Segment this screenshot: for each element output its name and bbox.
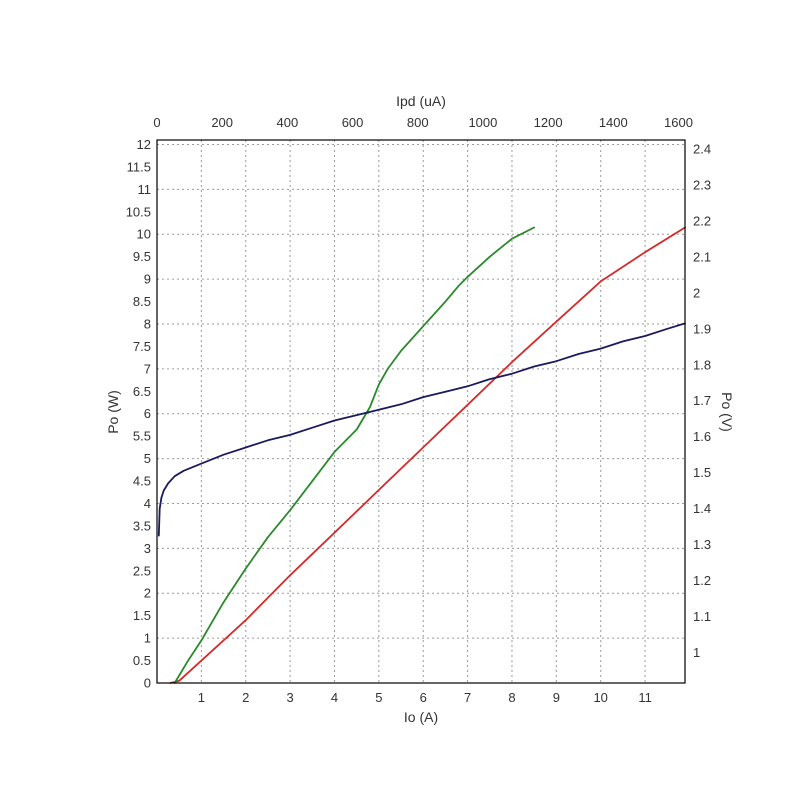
x-top-tick-label: 800	[407, 115, 429, 130]
y-left-tick-label: 8	[144, 316, 151, 331]
x-bottom-tick-label: 8	[508, 690, 515, 705]
x-bottom-tick-label: 7	[464, 690, 471, 705]
tick-labels: 1 2 3 4 5 6 7 8 9 10 110 200 400 600 800 1000 1200 1400 16…	[126, 115, 711, 705]
y-left-tick-label: 10	[137, 227, 151, 242]
y-right-tick-label: 1.1	[693, 609, 711, 624]
y-left-tick-label: 5.5	[133, 429, 151, 444]
x-top-tick-label: 0	[153, 115, 160, 130]
x-bottom-tick-label: 3	[286, 690, 293, 705]
y-right-tick-label: 1	[693, 645, 700, 660]
y-right-tick-label: 1.4	[693, 501, 711, 516]
x-bottom-tick-label: 2	[242, 690, 249, 705]
y-left-tick-label: 10.5	[126, 204, 151, 219]
y-right-tick-label: 2.2	[693, 213, 711, 228]
y-left-tick-label: 3.5	[133, 518, 151, 533]
y-left-tick-label: 11.5	[127, 159, 151, 174]
y-left-tick-label: 3	[144, 541, 151, 556]
x-bottom-tick-label: 1	[198, 690, 205, 705]
x-top-tick-label: 200	[211, 115, 233, 130]
y-left-tick-label: 9.5	[133, 249, 151, 264]
series-line-3	[157, 322, 686, 537]
y-left-tick-label: 6.5	[133, 384, 151, 399]
x-top-tick-label: 1000	[468, 115, 497, 130]
y-right-tick-label: 1.3	[693, 537, 711, 552]
y-right-axis-title: Po (V)	[719, 392, 735, 432]
x-bottom-tick-label: 9	[553, 690, 560, 705]
plot-frame	[156, 139, 686, 684]
y-right-tick-label: 1.7	[693, 393, 711, 408]
y-left-tick-label: 5	[144, 451, 151, 466]
y-right-tick-label: 2.3	[693, 177, 711, 192]
y-right-tick-label: 1.6	[693, 429, 711, 444]
x-bottom-tick-label: 11	[638, 690, 652, 705]
y-left-axis-title: Po (W)	[105, 390, 121, 434]
y-left-tick-label: 0.5	[133, 653, 151, 668]
y-left-tick-label: 1.5	[133, 608, 151, 623]
y-right-tick-label: 2.1	[693, 249, 711, 264]
series-line-2	[173, 226, 535, 684]
y-left-tick-label: 4	[144, 496, 151, 511]
x-bottom-axis-title: Io (A)	[404, 709, 438, 725]
y-left-tick-label: 6	[144, 406, 151, 421]
y-right-tick-label: 1.8	[693, 357, 711, 372]
x-bottom-tick-label: 10	[593, 690, 607, 705]
y-left-tick-label: 12	[137, 137, 151, 152]
y-left-tick-label: 7.5	[133, 339, 151, 354]
x-top-tick-label: 1200	[534, 115, 563, 130]
y-left-tick-label: 1	[144, 631, 151, 646]
x-bottom-tick-label: 5	[375, 690, 382, 705]
y-left-tick-label: 8.5	[133, 294, 151, 309]
y-right-tick-label: 2	[693, 285, 700, 300]
x-bottom-tick-label: 6	[420, 690, 427, 705]
x-top-tick-label: 1400	[599, 115, 628, 130]
y-left-tick-label: 4.5	[133, 474, 151, 489]
y-left-tick-label: 9	[144, 272, 151, 287]
series-layer	[157, 226, 686, 684]
y-left-tick-label: 2	[144, 586, 151, 601]
x-top-tick-label: 1600	[664, 115, 693, 130]
y-left-tick-label: 7	[144, 361, 151, 376]
y-right-tick-label: 1.5	[693, 465, 711, 480]
y-left-tick-label: 2.5	[133, 563, 151, 578]
x-top-tick-label: 600	[342, 115, 364, 130]
y-right-tick-label: 1.9	[693, 321, 711, 336]
series-line-1	[169, 226, 686, 684]
y-left-tick-label: 0	[144, 676, 151, 691]
x-bottom-tick-label: 4	[331, 690, 338, 705]
y-right-tick-label: 2.4	[693, 141, 711, 156]
grid	[157, 140, 685, 683]
x-top-axis-title: Ipd (uA)	[396, 93, 446, 109]
x-top-tick-label: 400	[277, 115, 299, 130]
y-left-tick-label: 11	[138, 182, 152, 197]
y-right-tick-label: 1.2	[693, 573, 711, 588]
